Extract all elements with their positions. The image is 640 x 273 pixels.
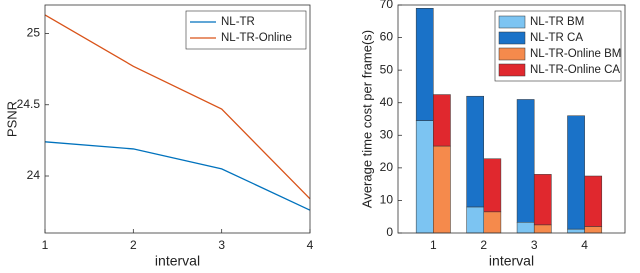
legend-box bbox=[185, 10, 307, 50]
bar bbox=[415, 120, 434, 234]
bar bbox=[584, 175, 603, 227]
legend-label: NL-TR BM bbox=[530, 16, 584, 28]
legend-label: NL-TR-Online BM bbox=[530, 48, 621, 60]
x-tick-label: 4 bbox=[307, 238, 314, 252]
bar bbox=[415, 8, 434, 121]
y-tick-label: 30 bbox=[380, 127, 394, 141]
y-tick-label: 60 bbox=[380, 30, 394, 44]
y-tick-label: 24 bbox=[27, 168, 41, 182]
y-tick-label: 40 bbox=[380, 95, 394, 109]
y-tick-label: 20 bbox=[380, 160, 394, 174]
bar bbox=[483, 211, 502, 234]
plot-frame bbox=[397, 4, 626, 234]
x-tick-label: 1 bbox=[42, 238, 49, 252]
y-tick-label: 24.5 bbox=[17, 97, 41, 111]
y-tick-label: 25 bbox=[27, 26, 41, 40]
legend-label: NL-TR-Online CA bbox=[530, 64, 620, 76]
bar bbox=[567, 115, 585, 230]
y-tick-label: 50 bbox=[380, 62, 394, 76]
y-axis-label: Average time cost per frame(s) bbox=[359, 30, 374, 208]
x-tick-label: 2 bbox=[480, 238, 487, 252]
y-tick-label: 0 bbox=[386, 225, 393, 239]
legend-swatch bbox=[498, 63, 526, 77]
bar bbox=[516, 222, 535, 234]
line bbox=[44, 14, 311, 200]
bar bbox=[466, 95, 485, 208]
bar bbox=[533, 174, 552, 226]
bar bbox=[433, 145, 451, 234]
y-tick-label: 10 bbox=[380, 193, 394, 207]
y-tick-label: 70 bbox=[380, 0, 394, 11]
legend-swatch bbox=[498, 15, 526, 29]
x-tick-label: 3 bbox=[531, 238, 538, 252]
legend-label: NL-TR CA bbox=[530, 32, 583, 44]
bar bbox=[466, 206, 485, 234]
bar bbox=[533, 224, 552, 234]
legend-swatch bbox=[498, 31, 526, 45]
x-tick-label: 4 bbox=[581, 238, 588, 252]
y-axis-label: PSNR bbox=[4, 101, 19, 137]
x-tick-label: 3 bbox=[218, 238, 225, 252]
x-axis-label: interval bbox=[155, 253, 200, 268]
line bbox=[44, 141, 311, 211]
bar bbox=[567, 228, 585, 234]
x-tick-label: 1 bbox=[430, 238, 437, 252]
bar bbox=[483, 158, 502, 213]
x-tick-label: 2 bbox=[130, 238, 137, 252]
plot-frame bbox=[44, 4, 311, 234]
bar bbox=[516, 99, 535, 223]
legend-label: NL-TR bbox=[221, 16, 255, 28]
legend-label: NL-TR-Online bbox=[221, 32, 292, 44]
x-axis-label: interval bbox=[489, 253, 534, 268]
bar bbox=[433, 94, 451, 147]
bar bbox=[584, 226, 603, 234]
legend-swatch bbox=[498, 47, 526, 61]
